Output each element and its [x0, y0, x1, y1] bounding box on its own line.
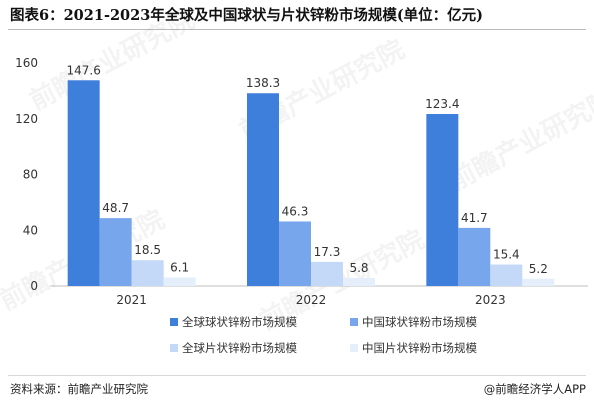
x-tick-label: 2023 [475, 293, 506, 307]
bar [99, 218, 132, 286]
data-label: 48.7 [102, 201, 129, 215]
brand-credit: @前瞻经济学人APP [483, 382, 586, 396]
legend-label: 中国球状锌粉市场规模 [362, 315, 477, 329]
y-tick-label: 120 [15, 112, 38, 126]
bar [426, 114, 459, 286]
bar [247, 93, 279, 286]
bar-chart: 0 40 80 120 160 147.6 48.7 18.5 6.1 2021 138.3 46.3… [15, 56, 588, 355]
legend-swatch [350, 344, 358, 352]
bar [343, 277, 375, 286]
data-label: 138.3 [246, 76, 280, 90]
y-tick-label: 0 [30, 279, 38, 293]
y-tick-label: 40 [23, 223, 38, 237]
data-label: 5.8 [349, 261, 368, 275]
data-label: 147.6 [66, 63, 100, 77]
data-label: 41.7 [461, 211, 488, 225]
y-tick-label: 80 [23, 168, 38, 182]
y-tick-label: 160 [15, 56, 38, 70]
data-label: 17.3 [314, 245, 341, 259]
bar [279, 221, 311, 286]
title-divider [8, 29, 586, 30]
legend-swatch [350, 318, 358, 326]
data-label: 46.3 [282, 204, 309, 218]
footer-divider [8, 375, 586, 376]
bar [311, 261, 343, 286]
data-label: 123.4 [425, 97, 459, 111]
data-label: 5.2 [529, 262, 548, 276]
legend-label: 中国片状锌粉市场规模 [362, 341, 477, 355]
data-label: 18.5 [134, 243, 161, 257]
bar [131, 260, 164, 286]
x-tick-label: 2022 [296, 293, 327, 307]
x-tick-label: 2021 [116, 293, 147, 307]
bar [163, 277, 196, 286]
bar [522, 278, 555, 286]
source-note: 资料来源：前瞻产业研究院 [10, 382, 148, 396]
legend-label: 全球片状锌粉市场规模 [182, 341, 297, 355]
legend-swatch [170, 318, 178, 326]
bar [67, 80, 100, 286]
chart-title: 图表6：2021-2023年全球及中国球状与片状锌粉市场规模(单位：亿元) [10, 7, 484, 24]
data-label: 15.4 [493, 248, 520, 262]
legend-label: 全球球状锌粉市场规模 [182, 315, 297, 329]
data-label: 6.1 [170, 260, 189, 274]
bar [458, 227, 491, 286]
legend-swatch [170, 344, 178, 352]
bar [490, 264, 523, 286]
